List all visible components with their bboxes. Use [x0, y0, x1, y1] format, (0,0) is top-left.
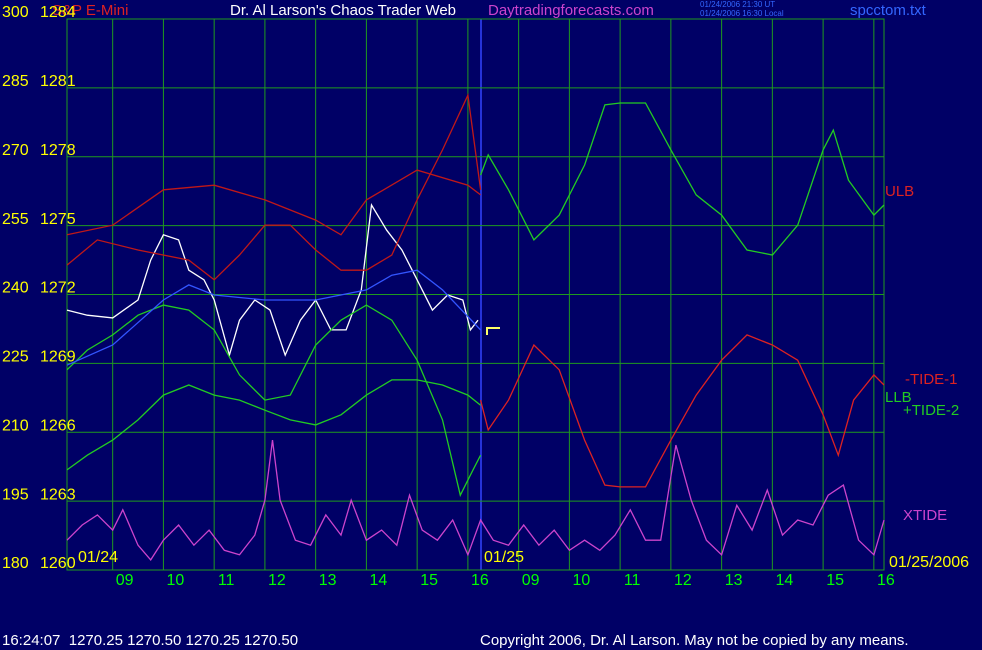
- y2-tick-label: 1263: [40, 486, 76, 503]
- y2-tick-label: 1284: [40, 4, 76, 21]
- series-line: [479, 102, 885, 256]
- series-line: [66, 379, 482, 471]
- y-tick-label: 195: [2, 486, 29, 503]
- line-label: -TIDE-1: [905, 371, 958, 388]
- date-label: 01/25/2006: [889, 554, 969, 571]
- x-tick-label: 14: [369, 572, 387, 589]
- marker: [486, 327, 500, 335]
- y-tick-label: 255: [2, 211, 29, 228]
- x-tick-label: 10: [572, 572, 590, 589]
- status-line: 16:24:07 1270.25 1270.50 1270.25 1270.50: [2, 632, 298, 649]
- x-tick-label: 12: [268, 572, 286, 589]
- chart-title: Dr. Al Larson's Chaos Trader Web: [230, 2, 456, 19]
- x-tick-label: 09: [116, 572, 134, 589]
- timestamp: 01/24/2006 16:30 Local: [700, 9, 784, 18]
- x-tick-label: 16: [877, 572, 895, 589]
- y2-tick-label: 1278: [40, 142, 76, 159]
- date-label: 01/25: [484, 549, 524, 566]
- series-line: [66, 169, 481, 236]
- x-tick-label: 15: [420, 572, 438, 589]
- y2-tick-label: 1260: [40, 555, 76, 572]
- y-tick-label: 270: [2, 142, 29, 159]
- x-tick-label: 13: [725, 572, 743, 589]
- y-tick-label: 240: [2, 280, 29, 297]
- y-tick-label: 225: [2, 349, 29, 366]
- timestamp: 01/24/2006 21:30 UT: [700, 0, 775, 9]
- site: Daytradingforecasts.com: [488, 2, 654, 19]
- x-tick-label: 11: [624, 572, 641, 589]
- x-tick-label: 15: [826, 572, 844, 589]
- y2-tick-label: 1269: [40, 349, 76, 366]
- line-label: +TIDE-2: [903, 402, 959, 419]
- series-line: [66, 92, 482, 281]
- y-tick-label: 180: [2, 555, 29, 572]
- series-line: [66, 440, 885, 561]
- series-line: [66, 269, 482, 366]
- y2-tick-label: 1272: [40, 280, 76, 297]
- y2-tick-label: 1275: [40, 211, 76, 228]
- x-tick-label: 10: [167, 572, 185, 589]
- y-tick-label: 300: [2, 4, 29, 21]
- x-tick-label: 09: [522, 572, 540, 589]
- line-label: LLB: [885, 389, 912, 406]
- x-tick-label: 16: [471, 572, 489, 589]
- copyright: Copyright 2006, Dr. Al Larson. May not b…: [480, 632, 909, 649]
- x-tick-label: 14: [775, 572, 793, 589]
- x-tick-label: 11: [218, 572, 235, 589]
- y-tick-label: 285: [2, 73, 29, 90]
- series-line: [479, 334, 885, 488]
- x-tick-label: 12: [674, 572, 692, 589]
- line-label: ULB: [885, 183, 914, 200]
- series-line: [66, 203, 479, 358]
- date-label: 01/24: [78, 549, 118, 566]
- instrument: S&P E-Mini: [52, 2, 128, 19]
- x-tick-label: 13: [319, 572, 337, 589]
- y-tick-label: 210: [2, 417, 29, 434]
- y2-tick-label: 1266: [40, 417, 76, 434]
- series-line: [66, 304, 482, 498]
- y2-tick-label: 1281: [40, 73, 76, 90]
- line-label: XTIDE: [903, 507, 947, 524]
- series-layer: [66, 18, 885, 571]
- file-name: spcctom.txt: [850, 2, 927, 19]
